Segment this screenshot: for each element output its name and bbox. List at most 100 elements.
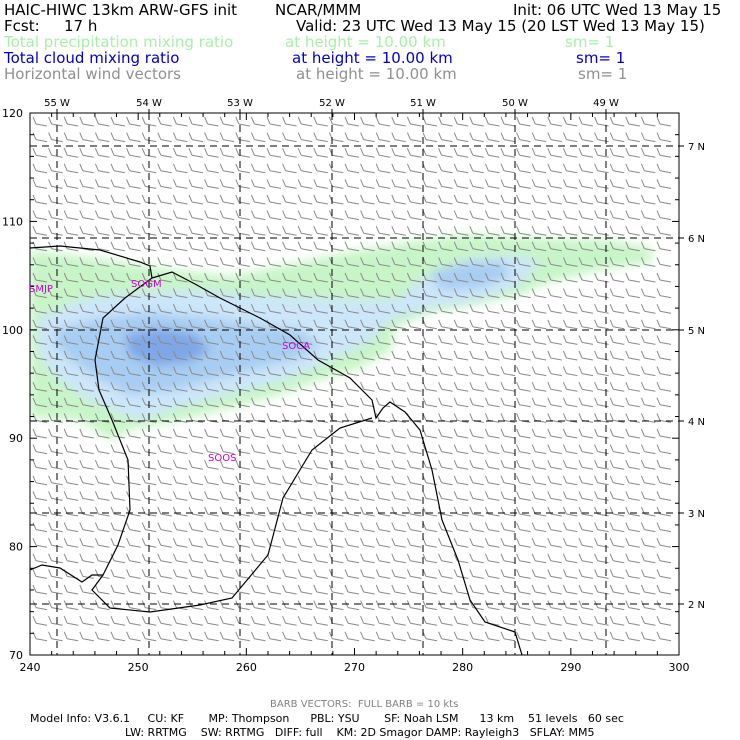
wind-barb [360,132,365,140]
wind-barb [191,575,204,579]
wind-barb [316,310,328,314]
wind-barb [176,622,188,626]
wind-barb [141,319,146,327]
wind-barb [391,491,396,499]
wind-barb [254,638,266,642]
wind-barb [535,607,547,611]
wind-barb [644,295,656,299]
wind-barb [145,139,157,143]
wind-barb [609,179,614,187]
wind-barb [297,210,302,218]
wind-barb [347,232,360,236]
wind-barb [98,139,110,143]
wind-barb [503,170,516,174]
wind-barb [500,179,505,187]
wind-barb [469,194,474,203]
wind-barb [223,529,235,533]
wind-barb [394,607,406,611]
wind-barb [297,304,302,312]
wind-barb [110,428,115,437]
wind-barb [469,210,474,218]
wind-barb [441,232,453,236]
wind-barb [207,544,219,548]
wind-barb [48,304,53,312]
wind-barb [410,607,422,611]
wind-barb [625,428,630,437]
wind-barb [266,538,271,546]
wind-barb [609,163,614,171]
wind-barb [519,263,531,267]
wind-barb [469,366,474,374]
wind-barb [628,513,640,517]
wind-barb [266,148,271,156]
wind-barb [379,560,391,564]
wind-barb [484,194,489,203]
wind-barb [656,444,661,452]
wind-barb [301,201,313,205]
wind-barb [35,388,48,392]
wind-barb [578,257,583,265]
wind-barb [628,435,640,439]
wind-barb [207,560,219,564]
wind-barb [35,451,48,455]
wind-barb [313,132,318,140]
wind-barb [597,232,609,236]
wind-barb [332,497,344,501]
wind-barb [363,638,375,642]
wind-barb [238,217,250,221]
wind-barb [254,232,266,236]
wind-barb [516,132,521,140]
wind-barb [113,451,126,455]
wind-barb [79,257,84,265]
wind-barb [594,132,599,140]
wind-barb [659,139,672,143]
wind-barb [360,631,365,639]
wind-barb [453,116,458,125]
y-tick-label: 80 [9,541,23,554]
wind-barb [223,435,235,439]
wind-barb [285,310,297,314]
wind-barb [516,631,521,639]
wind-barb [285,279,297,283]
wind-barb [266,179,271,187]
wind-barb [160,388,172,392]
wind-barb [562,569,567,577]
wind-barb [644,388,656,392]
wind-barb [157,600,162,608]
wind-barb [223,466,235,470]
wind-barb [425,575,438,579]
wind-barb [282,522,287,530]
wind-barb [157,272,162,281]
wind-barb [98,170,110,174]
wind-barb [126,210,131,218]
wind-barb [644,622,656,626]
wind-barb [516,272,521,281]
wind-barb [82,170,94,174]
x-tick-label: 280 [452,661,473,674]
wind-barb [94,460,99,468]
wind-barb [453,163,458,171]
wind-barb [453,350,458,359]
wind-barb [406,522,411,530]
wind-barb [656,616,661,624]
wind-barb [531,584,536,593]
wind-barb [500,350,505,359]
wind-barb [219,538,224,546]
wind-barb [609,616,614,624]
wind-barb [191,185,204,189]
wind-barb [113,466,126,470]
wind-barb [313,335,318,343]
wind-barb [457,451,469,455]
wind-barb [472,435,484,439]
wind-barb [67,482,79,486]
wind-barb [67,497,79,501]
wind-barb [457,217,469,221]
wind-barb [191,139,204,143]
wind-barb [659,326,672,330]
wind-barb [297,382,302,390]
wind-barb [332,185,344,189]
wind-barb [113,638,126,642]
wind-barb [32,366,37,374]
wind-barb [269,154,282,158]
wind-barb [656,179,661,187]
